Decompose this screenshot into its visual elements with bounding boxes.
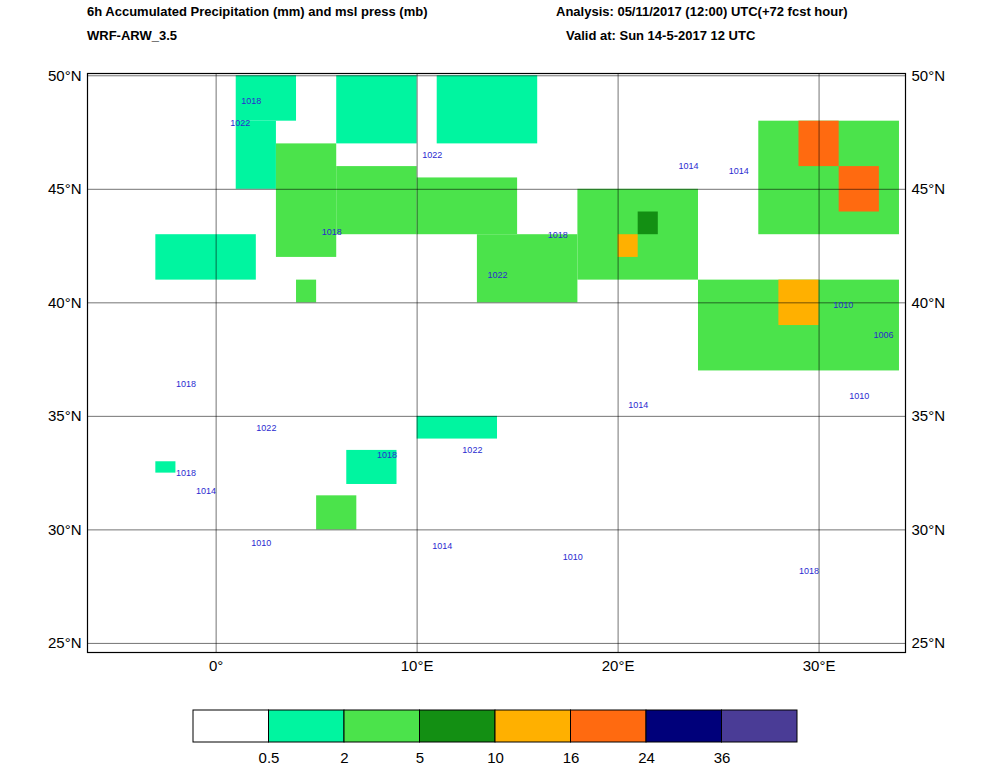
svg-text:5: 5 [416, 749, 424, 766]
svg-text:40°N: 40°N [912, 294, 946, 311]
svg-text:1022: 1022 [487, 270, 507, 280]
svg-text:1022: 1022 [230, 118, 250, 128]
svg-text:1010: 1010 [251, 538, 271, 548]
html-text:Analysis: 05/11/2017 (12:00) U: Analysis: 05/11/2017 (12:00) UTC(+72 fcs… [556, 4, 848, 19]
svg-text:25°N: 25°N [912, 634, 946, 651]
svg-text:1014: 1014 [729, 166, 749, 176]
html-text:6h Accumulated Precipitation (: 6h Accumulated Precipitation (mm) and ms… [87, 4, 428, 19]
svg-text:1018: 1018 [377, 450, 397, 460]
svg-text:1018: 1018 [176, 379, 196, 389]
svg-text:1018: 1018 [548, 230, 568, 240]
svg-text:1022: 1022 [462, 445, 482, 455]
svg-text:1018: 1018 [241, 96, 261, 106]
svg-text:0°: 0° [209, 657, 223, 674]
svg-text:30°E: 30°E [803, 657, 836, 674]
svg-text:30°N: 30°N [912, 521, 946, 538]
svg-text:1022: 1022 [422, 150, 442, 160]
svg-text:0.5: 0.5 [259, 749, 280, 766]
html-text:Valid at: Sun 14-5-2017 12 UTC: Valid at: Sun 14-5-2017 12 UTC [566, 28, 756, 43]
svg-text:40°N: 40°N [48, 294, 82, 311]
svg-text:50°N: 50°N [48, 70, 82, 84]
svg-text:25°N: 25°N [48, 634, 82, 651]
svg-text:50°N: 50°N [912, 70, 946, 84]
svg-text:1018: 1018 [322, 227, 342, 237]
svg-text:45°N: 45°N [912, 180, 946, 197]
svg-text:1010: 1010 [849, 391, 869, 401]
svg-text:24: 24 [638, 749, 655, 766]
svg-text:16: 16 [563, 749, 580, 766]
svg-text:20°E: 20°E [602, 657, 635, 674]
svg-text:1010: 1010 [833, 300, 853, 310]
svg-text:1018: 1018 [176, 468, 196, 478]
svg-text:1010: 1010 [563, 552, 583, 562]
svg-text:35°N: 35°N [48, 407, 82, 424]
svg-text:35°N: 35°N [912, 407, 946, 424]
svg-text:1018: 1018 [799, 566, 819, 576]
svg-text:36: 36 [714, 749, 731, 766]
svg-text:45°N: 45°N [48, 180, 82, 197]
svg-text:30°N: 30°N [48, 521, 82, 538]
svg-text:1014: 1014 [628, 400, 648, 410]
svg-text:2: 2 [340, 749, 348, 766]
svg-text:10°E: 10°E [401, 657, 434, 674]
svg-text:1006: 1006 [873, 329, 893, 339]
svg-text:10: 10 [487, 749, 504, 766]
svg-text:1014: 1014 [678, 161, 698, 171]
svg-text:1014: 1014 [196, 486, 216, 496]
svg-text:1022: 1022 [256, 423, 276, 433]
html-text:WRF-ARW_3.5: WRF-ARW_3.5 [87, 28, 177, 43]
svg-text:1014: 1014 [432, 541, 452, 551]
